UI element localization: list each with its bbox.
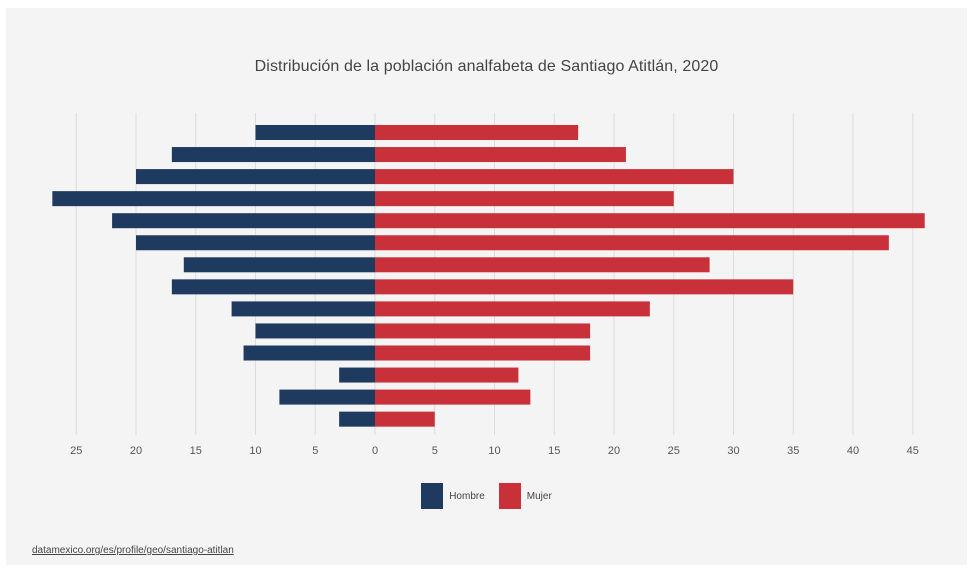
x-tick-label: 40	[847, 445, 859, 457]
bar-mujer[interactable]	[375, 411, 435, 427]
x-tick-label: 20	[130, 445, 142, 457]
bar-mujer[interactable]	[375, 125, 579, 140]
bar-hombre[interactable]	[279, 389, 375, 405]
bar-hombre[interactable]	[136, 235, 375, 251]
x-tick-label: 0	[372, 445, 378, 457]
bar-hombre[interactable]	[136, 169, 375, 185]
bar-hombre[interactable]	[339, 367, 375, 383]
x-tick-label: 20	[608, 445, 620, 457]
x-tick-label: 15	[548, 445, 560, 457]
bar-mujer[interactable]	[375, 323, 591, 339]
legend-item-hombre[interactable]: Hombre	[421, 483, 485, 509]
x-tick-label: 5	[312, 445, 318, 457]
pyramid-chart: 25 20 15 10 5 0 5 10 15 20 25 30 35 40 45	[52, 113, 925, 457]
bar-mujer[interactable]	[375, 213, 925, 229]
x-tick-label: 5	[432, 445, 438, 457]
bar-hombre[interactable]	[231, 301, 375, 317]
bar-hombre[interactable]	[255, 125, 376, 140]
x-tick-label: 30	[727, 445, 739, 457]
bar-mujer[interactable]	[375, 389, 531, 405]
bar-hombre[interactable]	[171, 279, 375, 295]
bar-mujer[interactable]	[375, 235, 889, 251]
bar-mujer[interactable]	[375, 301, 650, 317]
legend: Hombre Mujer	[6, 483, 967, 509]
legend-swatch-hombre	[421, 483, 444, 509]
bar-hombre[interactable]	[112, 213, 375, 229]
bar-mujer[interactable]	[375, 169, 734, 185]
source-link[interactable]: datamexico.org/es/profile/geo/santiago-a…	[32, 545, 234, 556]
legend-label-mujer: Mujer	[526, 490, 552, 502]
bar-mujer[interactable]	[375, 345, 591, 361]
legend-label-hombre: Hombre	[449, 490, 485, 502]
x-tick-label: 35	[787, 445, 799, 457]
bar-mujer[interactable]	[375, 279, 794, 295]
x-tick-label: 15	[190, 445, 202, 457]
bar-hombre[interactable]	[183, 257, 375, 273]
bar-mujer[interactable]	[375, 257, 710, 273]
chart-title: Distribución de la población analfabeta …	[254, 58, 719, 75]
legend-item-mujer[interactable]: Mujer	[498, 483, 552, 509]
x-tick-label: 25	[668, 445, 680, 457]
chart-frame: Distribución de la población analfabeta …	[6, 8, 967, 565]
x-tick-label: 10	[488, 445, 500, 457]
bar-hombre[interactable]	[171, 147, 375, 163]
bar-hombre[interactable]	[255, 323, 376, 339]
bar-hombre[interactable]	[339, 411, 375, 427]
bar-mujer[interactable]	[375, 367, 519, 383]
bar-mujer[interactable]	[375, 191, 674, 207]
x-tick-label: 45	[907, 445, 919, 457]
bar-hombre[interactable]	[243, 345, 375, 361]
bar-hombre[interactable]	[52, 191, 375, 207]
bar-mujer[interactable]	[375, 147, 626, 163]
legend-swatch-mujer	[498, 483, 521, 509]
x-tick-label: 10	[249, 445, 261, 457]
x-tick-label: 25	[70, 445, 82, 457]
